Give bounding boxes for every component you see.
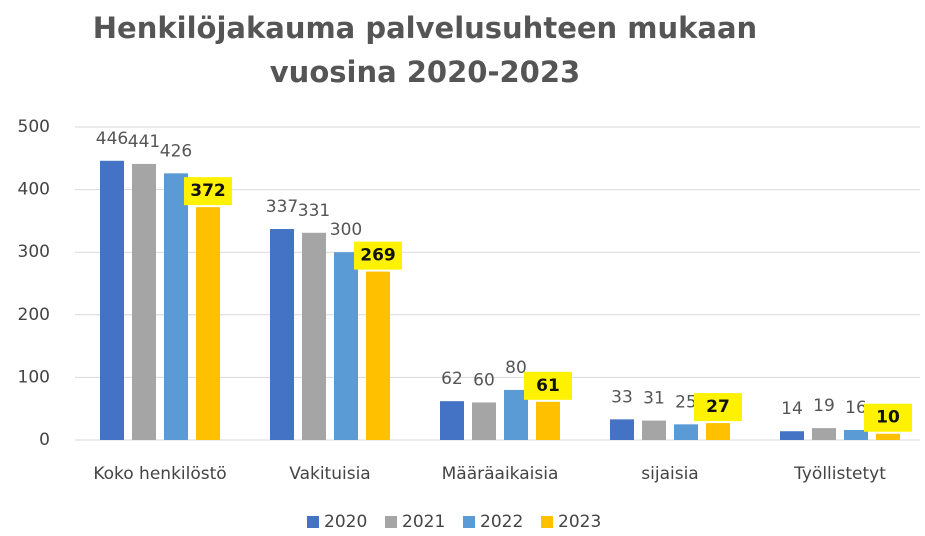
bar bbox=[440, 401, 464, 440]
bar bbox=[876, 433, 900, 440]
legend-label: 2020 bbox=[324, 512, 367, 532]
value-label-box bbox=[354, 241, 402, 270]
value-label: 337 bbox=[266, 197, 298, 217]
bar bbox=[642, 420, 666, 440]
legend-label: 2021 bbox=[402, 512, 445, 532]
value-label: 62 bbox=[441, 369, 463, 389]
value-label: 60 bbox=[473, 370, 495, 390]
x-tick-label: Koko henkilöstö bbox=[93, 464, 226, 484]
y-tick-label: 400 bbox=[18, 180, 50, 200]
bar bbox=[334, 252, 358, 440]
bar bbox=[270, 229, 294, 440]
bar bbox=[706, 423, 730, 440]
x-tick-label: Määräaikaisia bbox=[442, 464, 559, 484]
bar bbox=[610, 419, 634, 440]
chart-title: vuosina 2020-2023 bbox=[270, 55, 580, 89]
bar bbox=[472, 402, 496, 440]
bar bbox=[132, 163, 156, 440]
x-tick-label: Työllistetyt bbox=[793, 464, 886, 484]
value-label: 19 bbox=[813, 396, 835, 416]
value-label-box bbox=[694, 393, 742, 422]
value-label: 16 bbox=[845, 398, 867, 418]
legend-swatch bbox=[307, 516, 319, 528]
bar bbox=[780, 431, 804, 440]
legend-label: 2023 bbox=[558, 512, 601, 532]
value-label: 300 bbox=[330, 220, 362, 240]
bar bbox=[196, 207, 220, 440]
value-label: 331 bbox=[298, 201, 330, 221]
value-label: 25 bbox=[675, 392, 697, 412]
value-label-box bbox=[864, 403, 912, 432]
bar bbox=[366, 271, 390, 440]
value-label: 33 bbox=[611, 387, 633, 407]
legend-swatch bbox=[385, 516, 397, 528]
value-label: 10 bbox=[876, 408, 900, 428]
bar bbox=[812, 428, 836, 440]
value-label: 27 bbox=[706, 397, 730, 417]
x-tick-label: sijaisia bbox=[641, 464, 698, 484]
legend-label: 2022 bbox=[480, 512, 523, 532]
value-label: 372 bbox=[190, 181, 226, 201]
bar bbox=[302, 232, 326, 440]
value-label: 14 bbox=[781, 399, 803, 419]
bar bbox=[100, 160, 124, 440]
chart-title: Henkilöjakauma palvelusuhteen mukaan bbox=[93, 11, 757, 45]
value-label: 446 bbox=[96, 129, 128, 149]
bar bbox=[674, 424, 698, 440]
y-tick-label: 0 bbox=[39, 430, 50, 450]
y-tick-label: 200 bbox=[18, 305, 50, 325]
legend-swatch bbox=[541, 516, 553, 528]
value-label: 80 bbox=[505, 358, 527, 378]
value-label: 426 bbox=[160, 141, 192, 161]
value-label-box bbox=[184, 177, 232, 206]
y-tick-label: 100 bbox=[18, 367, 50, 387]
value-label-box bbox=[524, 371, 572, 400]
value-label: 31 bbox=[643, 389, 665, 409]
value-label: 61 bbox=[536, 376, 560, 396]
value-label: 269 bbox=[360, 246, 396, 266]
bar bbox=[164, 173, 188, 440]
legend-swatch bbox=[463, 516, 475, 528]
x-tick-label: Vakituisia bbox=[289, 464, 370, 484]
bar bbox=[844, 429, 868, 440]
value-label: 441 bbox=[128, 132, 160, 152]
y-tick-label: 500 bbox=[18, 117, 50, 137]
y-tick-label: 300 bbox=[18, 242, 50, 262]
bar bbox=[536, 401, 560, 440]
